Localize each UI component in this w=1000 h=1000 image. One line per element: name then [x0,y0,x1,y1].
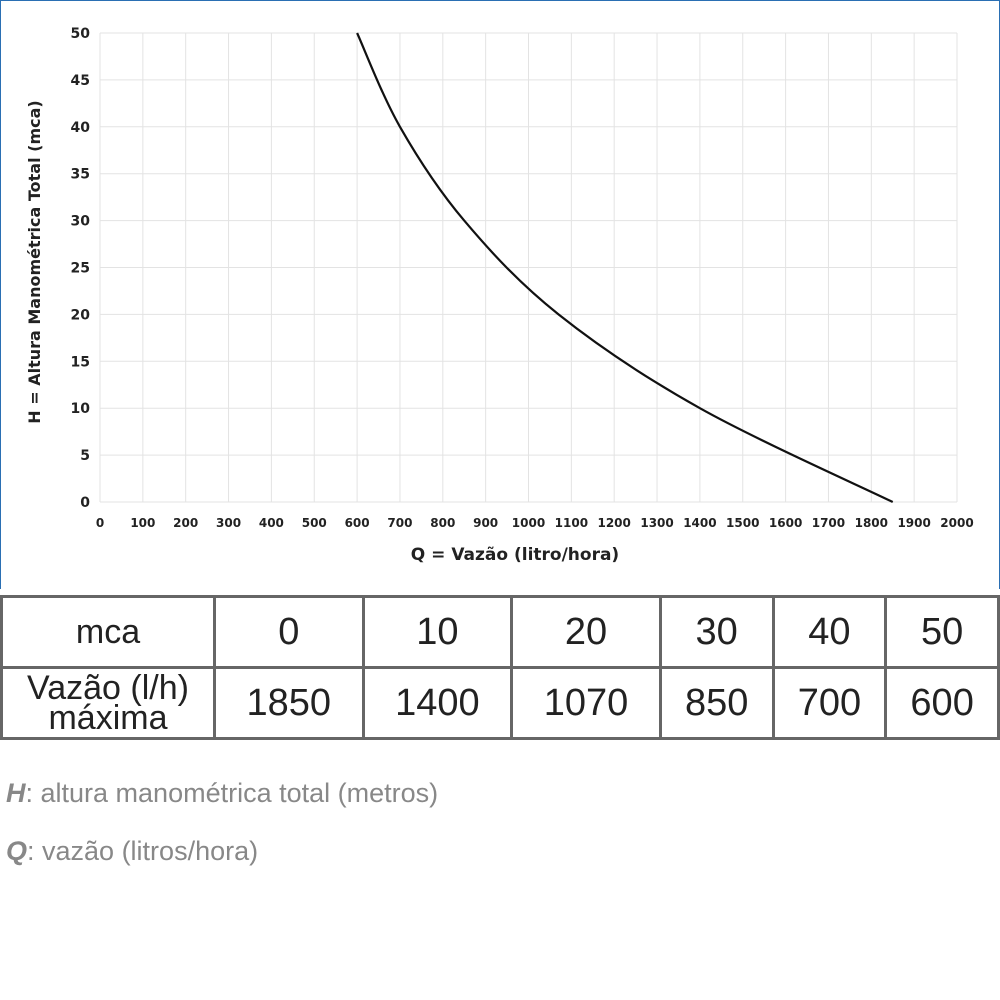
x-axis-label: Q = Vazão (litro/hora) [411,545,619,565]
x-tick-label: 1700 [812,516,845,530]
x-tick-label: 1000 [512,516,545,530]
note: Q: vazão (litros/hora) [6,836,258,867]
x-tick-label: 0 [96,516,104,530]
x-tick-label: 2000 [940,516,973,530]
y-tick-label: 10 [71,401,91,417]
row-label: Vazão (l/h) máxima [0,666,216,740]
y-tick-label: 35 [71,167,90,183]
table-cell: 50 [884,595,1000,669]
table-cell: 40 [771,595,888,669]
note-term: H [6,778,26,808]
x-tick-label: 500 [302,516,327,530]
table-cell: 700 [771,666,888,740]
table-cell: 10 [361,595,514,669]
x-tick-label: 600 [345,516,370,530]
y-tick-label: 30 [71,214,91,230]
row-label-line: mca [75,613,141,651]
row-label-line: máxima [48,699,168,737]
y-tick-label: 25 [71,261,90,277]
table-row: Vazão (l/h) máxima 1850 1400 1070 850 700 600 [0,666,1000,740]
x-tick-label: 800 [430,516,455,530]
x-tick-label: 100 [130,516,155,530]
table-cell: 1070 [510,666,662,740]
y-tick-label: 20 [71,307,91,323]
table-cell: 1400 [361,666,514,740]
x-tick-label: 700 [387,516,412,530]
x-tick-label: 1100 [555,516,588,530]
table-cell: 30 [658,595,775,669]
curve [356,32,894,503]
note-text: : vazão (litros/hora) [27,836,259,866]
y-tick-label: 15 [71,354,90,370]
note-text: : altura manométrica total (metros) [25,778,439,808]
x-tick-label: 900 [473,516,498,530]
x-tick-label: 1400 [683,516,716,530]
y-axis-label: H = Altura Manométrica Total (mca) [25,100,44,423]
x-tick-label: 200 [173,516,198,530]
x-tick-label: 1600 [769,516,802,530]
table-cell: 20 [510,595,662,669]
x-tick-label: 1500 [726,516,759,530]
table-cell: 850 [658,666,775,740]
y-tick-label: 50 [71,26,91,42]
x-tick-label: 1800 [855,516,888,530]
x-tick-label: 400 [259,516,284,530]
y-tick-label: 40 [71,120,91,136]
x-tick-label: 1200 [597,516,630,530]
x-tick-label: 1300 [640,516,673,530]
x-tick-label: 1900 [897,516,930,530]
row-label: mca [0,595,216,669]
table-cell: 600 [884,666,1000,740]
note: H: altura manométrica total (metros) [6,778,438,809]
y-tick-label: 5 [80,448,90,464]
row-label-line: Vazão (l/h) [27,669,189,707]
note-term: Q [6,836,28,866]
y-tick-label: 45 [71,73,90,89]
x-tick-label: 300 [216,516,241,530]
table-cell: 1850 [213,666,365,740]
table-row: mca 0 10 20 30 40 50 [0,595,1000,669]
table: mca 0 10 20 30 40 50 Vazão (l/h) máxima 1850 1400 1… [0,595,1000,740]
y-tick-label: 0 [80,495,90,511]
table-cell: 0 [213,595,365,669]
chart: Q = Vazão (litro/hora) H = Altura Manomé… [25,26,974,565]
